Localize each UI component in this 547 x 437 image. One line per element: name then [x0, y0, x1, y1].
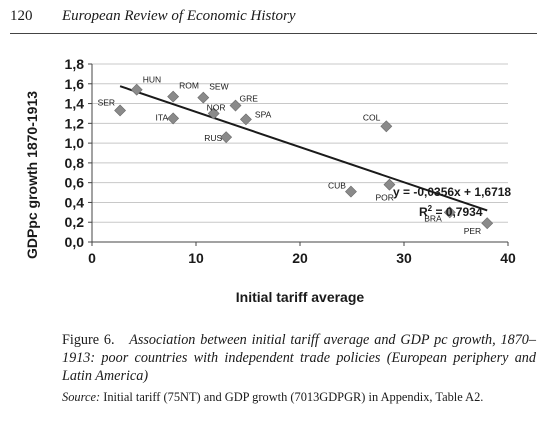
y-tick-label: 1,0 [65, 135, 85, 151]
figure-label: Figure 6. [62, 332, 115, 348]
data-point-marker [383, 178, 396, 191]
data-point-marker [229, 99, 242, 112]
data-point-marker [167, 90, 180, 103]
point-label: COL [363, 112, 381, 122]
data-point-marker [380, 120, 393, 133]
x-tick-label: 30 [396, 250, 412, 266]
point-label: CUB [328, 181, 346, 191]
data-point-marker [239, 113, 252, 126]
tick-labels: 0,0 0,2 0,4 0,6 0,8 1,0 1,2 1,4 1,6 1,8 0 10 20 30 40 [65, 56, 516, 266]
point-label: ITA [156, 112, 169, 122]
point-label: HUN [143, 75, 161, 85]
point-label: SER [98, 97, 115, 107]
r-squared-label: R [419, 205, 428, 219]
point-label: SPA [255, 109, 272, 119]
data-points: HUN SER ROM ITA SEW NOR GRE SPA RUS COL CUB POR BRA P… [98, 75, 494, 236]
data-point-marker [220, 131, 233, 144]
trendline [119, 85, 488, 212]
point-label: RUS [204, 133, 222, 143]
page-number: 120 [10, 8, 33, 24]
source-text: Initial tariff (75NT) and GDP growth (70… [103, 390, 484, 404]
point-label: NOR [207, 102, 226, 112]
y-axis-label: GDPpc growth 1870-1913 [24, 91, 40, 259]
point-label: PER [464, 226, 481, 236]
data-point-marker [130, 83, 143, 96]
data-point-marker [345, 185, 357, 198]
r-squared-value: = 0,7934 [432, 205, 483, 219]
data-point-marker [207, 107, 220, 120]
y-tick-label: 0,0 [65, 234, 85, 250]
trend-equation: y = -0,0356x + 1,6718 [393, 185, 511, 199]
journal-title: European Review of Economic History [62, 8, 296, 24]
figure-caption: Figure 6. Association between initial ta… [62, 331, 536, 385]
r-squared: R2 = 0,7934 [419, 204, 483, 219]
point-label: BRA [424, 213, 442, 223]
point-label: ROM [179, 81, 199, 91]
data-point-marker [114, 104, 127, 117]
x-tick-label: 0 [88, 250, 96, 266]
y-tick-label: 0,8 [65, 155, 85, 171]
scatter-chart: 0,00,20,40,60,81,01,21,41,61,80 10 20 30 40 … [24, 56, 516, 305]
x-tick-label: 10 [188, 250, 204, 266]
y-tick-label: 1,8 [65, 56, 85, 72]
y-tick-label: 0,6 [65, 175, 85, 191]
y-tick-label: 1,4 [65, 96, 85, 112]
header-rule [10, 33, 537, 34]
figure-caption-text: Association between initial tariff avera… [62, 332, 536, 384]
axes [88, 63, 509, 246]
data-point-marker [443, 206, 456, 219]
data-point-marker [481, 217, 494, 230]
y-tick-label: 1,6 [65, 76, 85, 92]
r-squared-superscript: 2 [428, 204, 433, 213]
x-axis-label: Initial tariff average [236, 289, 365, 305]
point-label: GRE [240, 94, 259, 104]
x-tick-label: 40 [500, 250, 516, 266]
x-tick-label: 20 [292, 250, 308, 266]
y-tick-label: 1,2 [65, 115, 85, 131]
y-tick-label: 0,4 [65, 194, 85, 210]
figure-source: Source: Initial tariff (75NT) and GDP gr… [62, 389, 536, 405]
point-label: SEW [209, 82, 228, 92]
y-tick-label: 0,2 [65, 214, 85, 230]
running-head: 120 European Review of Economic History [10, 6, 537, 28]
data-point-marker [197, 91, 210, 104]
data-point-marker [167, 112, 180, 125]
point-label: POR [375, 193, 393, 203]
source-label: Source: [62, 390, 101, 404]
gridlines [92, 63, 508, 223]
